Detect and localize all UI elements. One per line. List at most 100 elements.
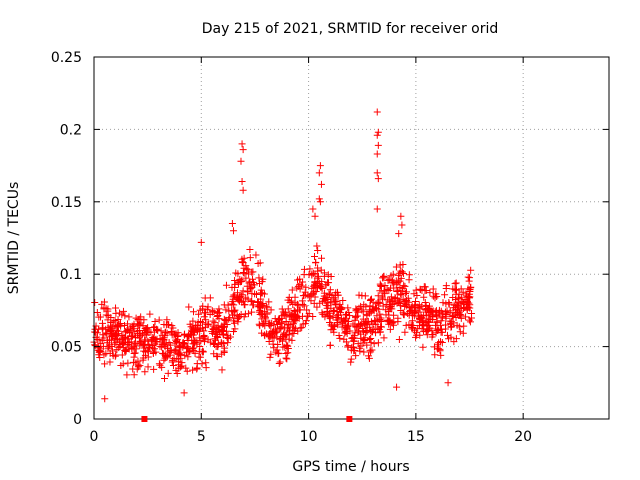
- data-point: [155, 360, 163, 368]
- data-point: [269, 328, 277, 336]
- data-point: [109, 318, 117, 326]
- data-point: [313, 242, 321, 250]
- data-point: [193, 365, 201, 373]
- data-point: [238, 258, 246, 266]
- data-point: [154, 326, 162, 334]
- data-point: [422, 305, 430, 313]
- data-point: [149, 334, 157, 342]
- data-point: [258, 302, 266, 310]
- data-point: [180, 340, 188, 348]
- data-point: [239, 146, 247, 154]
- data-point: [93, 308, 101, 316]
- data-point: [343, 325, 351, 333]
- data-point: [323, 304, 331, 312]
- data-point: [222, 281, 230, 289]
- data-point: [429, 331, 437, 339]
- data-point: [214, 309, 222, 317]
- data-point: [412, 298, 420, 306]
- data-point: [377, 323, 385, 331]
- data-point: [284, 345, 292, 353]
- data-point: [466, 304, 474, 312]
- data-point: [247, 297, 255, 305]
- data-point: [116, 342, 124, 350]
- data-point: [434, 345, 442, 353]
- data-point: [246, 285, 254, 293]
- data-point: [311, 278, 319, 286]
- data-point: [311, 252, 319, 260]
- data-point: [256, 289, 264, 297]
- data-point: [442, 285, 450, 293]
- data-point: [242, 262, 250, 270]
- data-point: [206, 294, 214, 302]
- data-point: [91, 299, 99, 307]
- data-point: [229, 311, 237, 319]
- data-point: [191, 337, 199, 345]
- data-point: [461, 303, 469, 311]
- data-point: [432, 329, 440, 337]
- data-point: [131, 349, 139, 357]
- data-point: [230, 307, 238, 315]
- data-point: [124, 359, 132, 367]
- data-point: [327, 273, 335, 281]
- data-point: [161, 328, 169, 336]
- data-point: [182, 364, 190, 372]
- data-point: [113, 321, 121, 329]
- data-point: [284, 305, 292, 313]
- data-point: [116, 309, 124, 317]
- data-point: [400, 311, 408, 319]
- data-point: [395, 230, 403, 238]
- data-point: [452, 305, 460, 313]
- data-point: [357, 330, 365, 338]
- data-point: [162, 340, 170, 348]
- data-point: [376, 282, 384, 290]
- data-point: [127, 332, 135, 340]
- data-point: [296, 306, 304, 314]
- data-point: [354, 340, 362, 348]
- data-point: [203, 305, 211, 313]
- data-point: [384, 276, 392, 284]
- data-point: [316, 162, 324, 170]
- data-point: [108, 324, 116, 332]
- data-point: [130, 371, 138, 379]
- data-point: [374, 339, 382, 347]
- data-point: [95, 347, 103, 355]
- data-point: [170, 354, 178, 362]
- data-point: [200, 338, 208, 346]
- data-point: [265, 338, 273, 346]
- data-point: [204, 321, 212, 329]
- data-point: [91, 341, 99, 349]
- data-point: [449, 312, 457, 320]
- data-point: [256, 307, 264, 315]
- data-point: [252, 291, 260, 299]
- data-point: [220, 301, 228, 309]
- data-point: [221, 316, 229, 324]
- data-point: [141, 324, 149, 332]
- data-point: [392, 263, 400, 271]
- data-point: [286, 299, 294, 307]
- data-point: [294, 276, 302, 284]
- data-point: [265, 298, 273, 306]
- data-point: [124, 320, 132, 328]
- data-point: [443, 307, 451, 315]
- data-point: [255, 320, 263, 328]
- data-point: [380, 274, 388, 282]
- data-point: [121, 312, 129, 320]
- data-point: [421, 298, 429, 306]
- data-point: [333, 308, 341, 316]
- data-point: [359, 308, 367, 316]
- data-point: [312, 284, 320, 292]
- data-point: [282, 350, 290, 358]
- data-point: [121, 322, 129, 330]
- data-point: [97, 340, 105, 348]
- data-point: [231, 306, 239, 314]
- data-point: [228, 283, 236, 291]
- data-point: [278, 305, 286, 313]
- data-point: [181, 330, 189, 338]
- data-point: [185, 303, 193, 311]
- data-point: [288, 286, 296, 294]
- axis-ticks: 0 5 10 15 20 0 0.05 0.1 0.15 0.2 0.25: [51, 50, 609, 445]
- data-point: [238, 140, 246, 148]
- data-point: [175, 342, 183, 350]
- data-point: [318, 298, 326, 306]
- data-point: [301, 288, 309, 296]
